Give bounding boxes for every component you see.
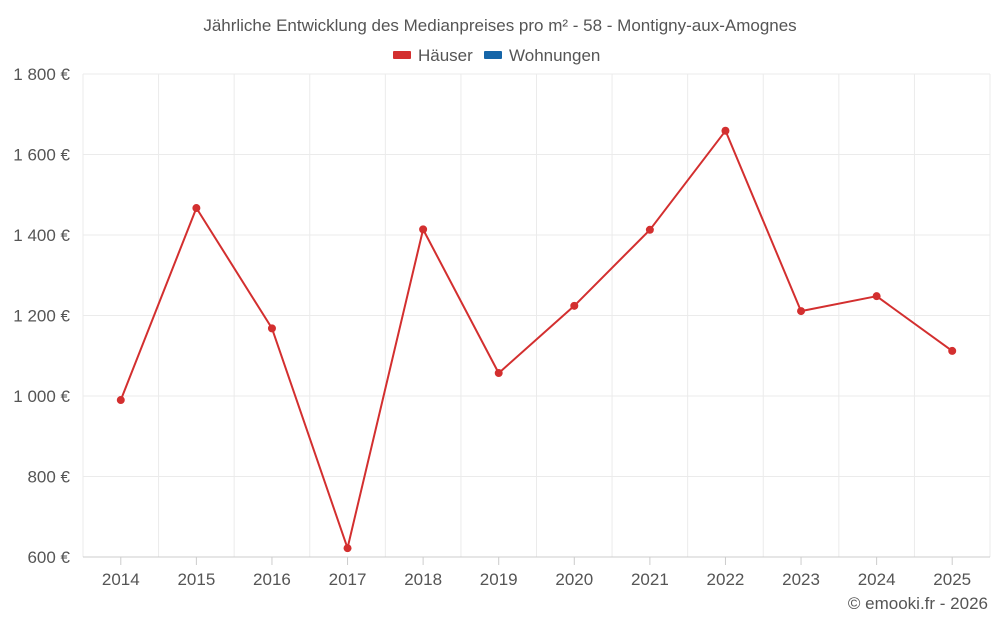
- x-tick-label: 2015: [177, 570, 215, 589]
- data-point[interactable]: [721, 126, 730, 135]
- y-tick-label: 1 000 €: [13, 387, 70, 406]
- data-point[interactable]: [797, 307, 806, 316]
- y-tick-label: 1 400 €: [13, 226, 70, 245]
- x-tick-label: 2016: [253, 570, 291, 589]
- x-tick-label: 2023: [782, 570, 820, 589]
- data-point[interactable]: [645, 225, 654, 234]
- legend: Häuser Wohnungen: [393, 46, 600, 65]
- y-tick-label: 1 800 €: [13, 65, 70, 84]
- x-tick-label: 2018: [404, 570, 442, 589]
- legend-swatch-haeuser: [393, 51, 411, 59]
- y-tick-label: 1 200 €: [13, 307, 70, 326]
- axes: 600 € 800 € 1 000 € 1 200 € 1 400 € 1 600 € 1 …: [13, 65, 990, 589]
- legend-item-haeuser[interactable]: Häuser: [393, 46, 473, 65]
- x-tick-label: 2014: [102, 570, 140, 589]
- data-point[interactable]: [116, 396, 125, 405]
- data-point[interactable]: [192, 204, 201, 213]
- chart-title: Jährliche Entwicklung des Medianpreises …: [203, 16, 796, 35]
- y-tick-label: 800 €: [27, 468, 70, 487]
- y-tick-label: 600 €: [27, 548, 70, 567]
- legend-label-haeuser: Häuser: [418, 46, 473, 65]
- data-point[interactable]: [872, 292, 881, 301]
- data-point[interactable]: [343, 544, 352, 553]
- series-line-0: [119, 129, 953, 550]
- x-tick-label: 2021: [631, 570, 669, 589]
- x-tick-label: 2024: [858, 570, 896, 589]
- legend-item-wohnungen[interactable]: Wohnungen: [484, 46, 600, 65]
- grid: [82, 73, 991, 557]
- data-point[interactable]: [494, 369, 503, 378]
- data-point[interactable]: [267, 324, 276, 333]
- legend-swatch-wohnungen: [484, 51, 502, 59]
- x-tick-label: 2017: [329, 570, 367, 589]
- y-tick-label: 1 600 €: [13, 146, 70, 165]
- legend-label-wohnungen: Wohnungen: [509, 46, 600, 65]
- x-tick-label: 2022: [707, 570, 745, 589]
- data-point[interactable]: [948, 346, 957, 355]
- x-tick-label: 2019: [480, 570, 518, 589]
- x-tick-label: 2020: [555, 570, 593, 589]
- data-point[interactable]: [570, 301, 579, 310]
- series-layer: [116, 126, 957, 553]
- data-point[interactable]: [419, 225, 428, 234]
- credit-text: © emooki.fr - 2026: [848, 594, 988, 613]
- x-tick-label: 2025: [933, 570, 971, 589]
